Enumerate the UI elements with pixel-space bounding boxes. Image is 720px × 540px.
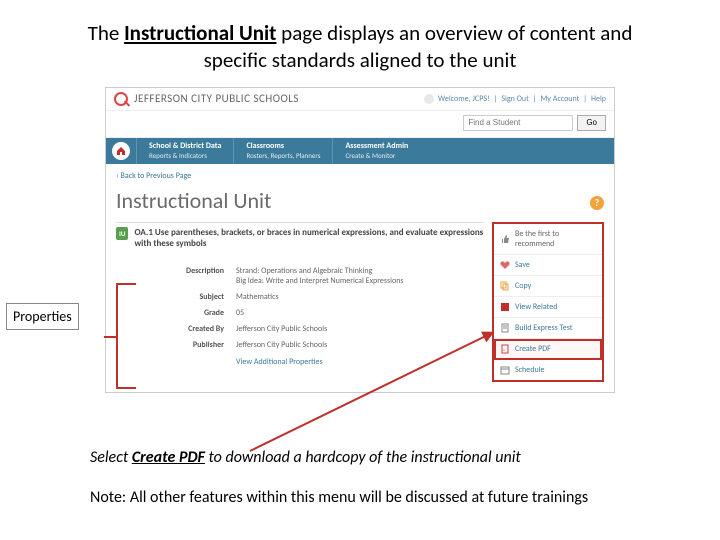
util-links: Welcome, JCPS! | Sign Out | My Account |… bbox=[424, 94, 606, 104]
action-label: Build Express Test bbox=[515, 323, 572, 333]
nav-sublabel: Rosters, Reports, Planners bbox=[246, 151, 320, 160]
go-button[interactable]: Go bbox=[577, 115, 606, 131]
action-label: Save bbox=[515, 260, 530, 270]
page-body: ‹ Back to Previous Page Instructional Un… bbox=[106, 164, 614, 392]
action-create-pdf[interactable]: A Create PDF bbox=[494, 339, 602, 360]
svg-text:A: A bbox=[503, 348, 505, 352]
caption-create-pdf: Select Create PDF to download a hardcopy… bbox=[90, 448, 521, 467]
action-label: View Related bbox=[515, 302, 557, 312]
slide-title: The Instructional Unit page displays an … bbox=[0, 0, 720, 87]
action-label: Schedule bbox=[515, 365, 544, 375]
nav-classrooms[interactable]: Classrooms Rosters, Reports, Planners bbox=[233, 138, 332, 164]
util-welcome: Welcome, JCPS! bbox=[438, 94, 490, 104]
main-column: IU OA.1 Use parentheses, brackets, or br… bbox=[116, 222, 484, 382]
heart-icon bbox=[500, 260, 510, 270]
pdf-icon: A bbox=[500, 344, 510, 354]
action-build-express-test[interactable]: Build Express Test bbox=[494, 318, 602, 339]
nav-sublabel: Create & Monitor bbox=[345, 151, 408, 160]
brand-text: JEFFERSON CITY PUBLIC SCHOOLS bbox=[134, 92, 299, 105]
nav-label: Assessment Admin bbox=[345, 141, 408, 151]
help-icon[interactable]: ? bbox=[590, 196, 604, 210]
actions-panel: Be the first to recommend Save Copy View… bbox=[492, 222, 604, 382]
nav-label: Classrooms bbox=[246, 141, 320, 151]
nav-school-district[interactable]: School & District Data Reports & Indicat… bbox=[136, 138, 233, 164]
doc-icon bbox=[500, 323, 510, 333]
annotation-bracket bbox=[116, 283, 136, 389]
prop-val-subject: Mathematics bbox=[236, 292, 484, 302]
searchbar: Go bbox=[106, 111, 614, 138]
standard-text: OA.1 Use parentheses, brackets, or brace… bbox=[134, 227, 484, 250]
home-icon[interactable] bbox=[112, 142, 130, 160]
desc-line: Big Idea: Write and Interpret Numerical … bbox=[236, 276, 484, 286]
annotation-properties: Properties bbox=[6, 303, 79, 330]
notification-icon[interactable] bbox=[424, 94, 434, 104]
properties-block: Description Strand: Operations and Algeb… bbox=[116, 263, 484, 367]
action-label: Create PDF bbox=[515, 344, 551, 354]
help-link[interactable]: Help bbox=[591, 94, 606, 104]
title-underline: Instructional Unit bbox=[124, 20, 276, 46]
page-title: Instructional Unit bbox=[116, 187, 604, 214]
prop-val-publisher: Jefferson City Public Schools bbox=[236, 340, 484, 350]
link-icon bbox=[500, 302, 510, 312]
nav-sublabel: Reports & Indicators bbox=[149, 151, 221, 160]
signout-link[interactable]: Sign Out bbox=[501, 94, 528, 104]
nav-assessment[interactable]: Assessment Admin Create & Monitor bbox=[332, 138, 420, 164]
back-link[interactable]: ‹ Back to Previous Page bbox=[116, 171, 191, 181]
topbar: JEFFERSON CITY PUBLIC SCHOOLS Welcome, J… bbox=[106, 88, 614, 111]
view-additional-properties[interactable]: View Additional Properties bbox=[236, 353, 323, 367]
action-save[interactable]: Save bbox=[494, 255, 602, 276]
thumb-icon bbox=[500, 234, 510, 244]
copy-icon bbox=[500, 281, 510, 291]
brand-logo-icon bbox=[114, 92, 128, 106]
unit-badge: IU bbox=[116, 227, 128, 240]
nav-label: School & District Data bbox=[149, 141, 221, 151]
cap1-action: Create PDF bbox=[132, 448, 205, 467]
action-label: Be the first to recommend bbox=[515, 229, 596, 249]
brand: JEFFERSON CITY PUBLIC SCHOOLS bbox=[114, 92, 299, 106]
prop-val-grade: 05 bbox=[236, 308, 484, 318]
cap1-rest: to download a hardcopy of the instructio… bbox=[205, 448, 521, 467]
action-view-related[interactable]: View Related bbox=[494, 297, 602, 318]
prop-val-createdby: Jefferson City Public Schools bbox=[236, 324, 484, 334]
standard-header: IU OA.1 Use parentheses, brackets, or br… bbox=[116, 222, 484, 256]
title-pre: The bbox=[88, 20, 124, 46]
navbar: School & District Data Reports & Indicat… bbox=[106, 138, 614, 164]
calendar-icon bbox=[500, 365, 510, 375]
description-value: Strand: Operations and Algebraic Thinkin… bbox=[236, 266, 484, 286]
caption-note: Note: All other features within this men… bbox=[90, 488, 588, 507]
myaccount-link[interactable]: My Account bbox=[540, 94, 579, 104]
action-label: Copy bbox=[515, 281, 531, 291]
find-student-input[interactable] bbox=[463, 115, 573, 131]
action-recommend[interactable]: Be the first to recommend bbox=[494, 224, 602, 255]
app-frame: JEFFERSON CITY PUBLIC SCHOOLS Welcome, J… bbox=[105, 87, 615, 393]
cap1-select: Select bbox=[90, 448, 132, 467]
action-schedule[interactable]: Schedule bbox=[494, 360, 602, 380]
desc-line: Strand: Operations and Algebraic Thinkin… bbox=[236, 266, 484, 276]
action-copy[interactable]: Copy bbox=[494, 276, 602, 297]
